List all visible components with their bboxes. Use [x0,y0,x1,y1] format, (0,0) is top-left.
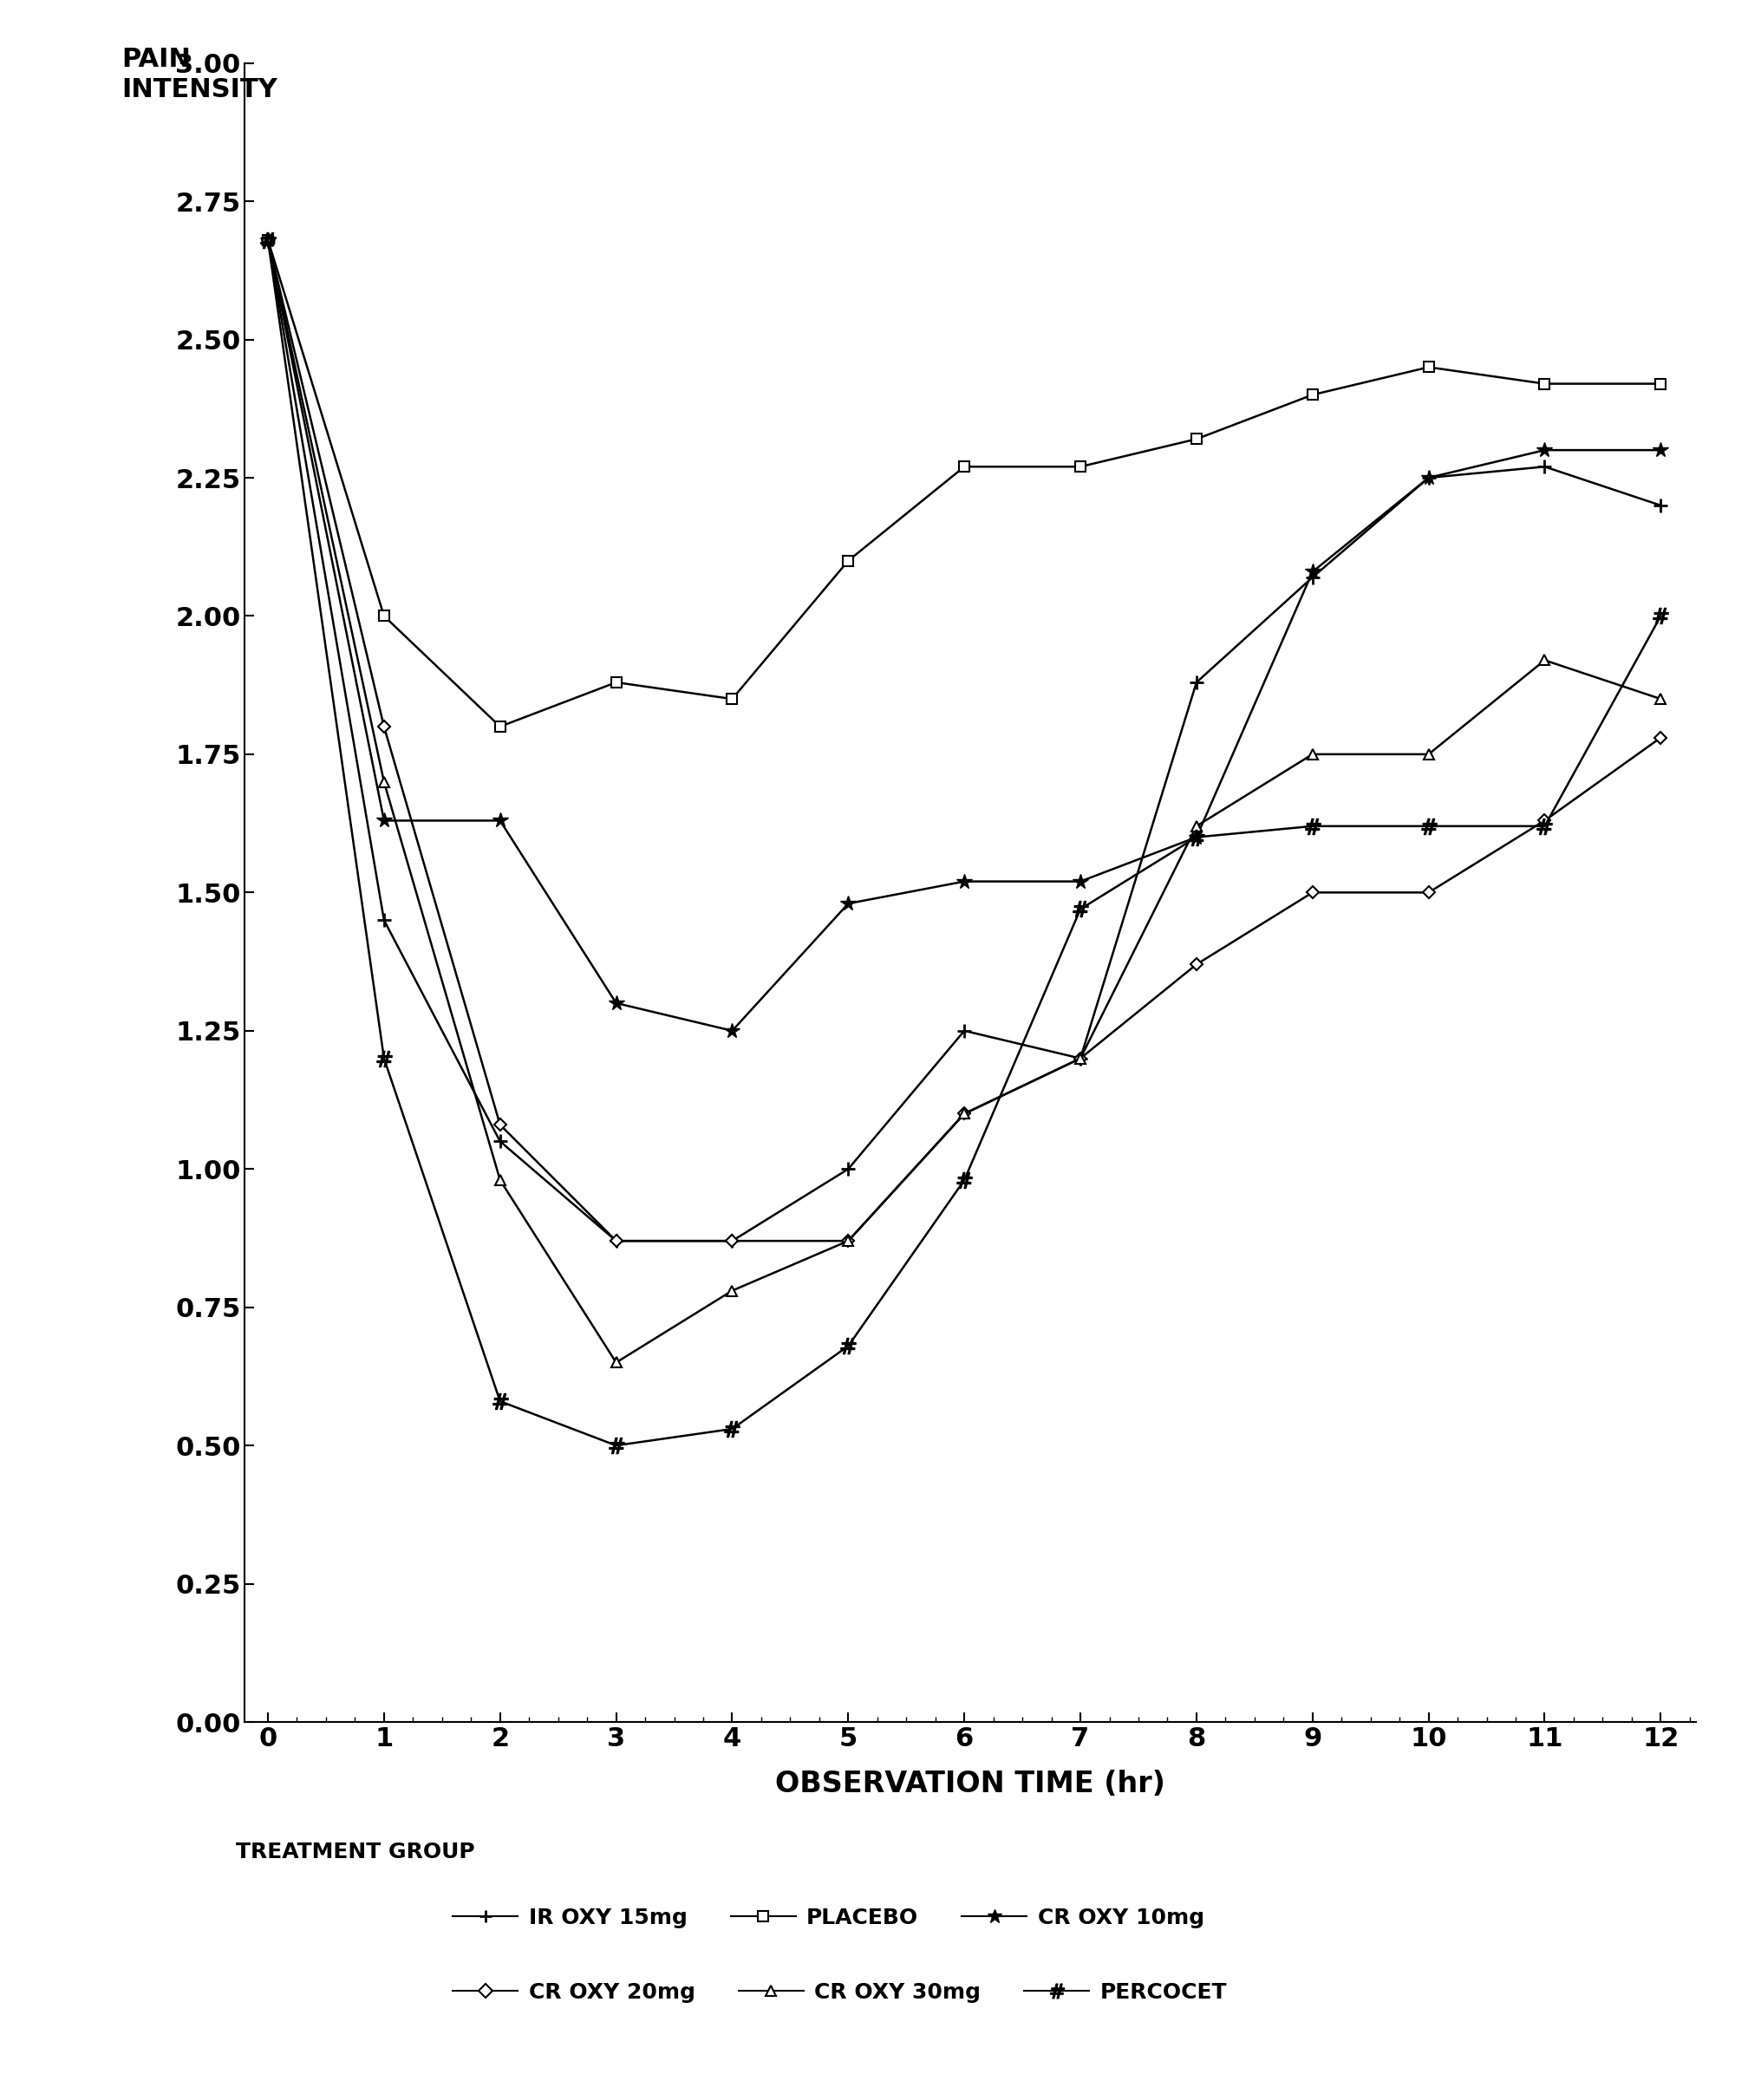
CR OXY 10mg [1535,437,1556,462]
IR OXY 15mg [374,907,395,932]
IR OXY 15mg [1650,493,1671,519]
PLACEBO [1418,355,1439,380]
CR OXY 20mg [1535,808,1556,834]
Line: PLACEBO: PLACEBO [262,235,1666,733]
Line: PERCOCET: PERCOCET [260,233,1669,1453]
Text: PAIN
INTENSITY: PAIN INTENSITY [121,46,278,103]
CR OXY 20mg [605,1228,626,1254]
IR OXY 15mg [722,1228,743,1254]
PLACEBO [954,454,975,479]
Line: CR OXY 20mg: CR OXY 20mg [264,235,1664,1245]
CR OXY 20mg [257,227,278,252]
CR OXY 30mg [605,1350,626,1376]
PLACEBO [1535,372,1556,397]
CR OXY 10mg [489,808,510,834]
PERCOCET [489,1388,510,1413]
CR OXY 30mg [489,1168,510,1193]
CR OXY 20mg [1070,1046,1091,1071]
CR OXY 30mg [374,769,395,794]
PLACEBO [374,603,395,628]
PERCOCET [605,1432,626,1457]
CR OXY 10mg [722,1019,743,1044]
Line: IR OXY 15mg: IR OXY 15mg [260,233,1668,1247]
CR OXY 30mg [1302,741,1323,767]
CR OXY 10mg [605,991,626,1016]
IR OXY 15mg [837,1157,858,1182]
IR OXY 15mg [1302,565,1323,590]
PERCOCET [1650,603,1671,628]
CR OXY 30mg [1185,813,1206,838]
PLACEBO [1070,454,1091,479]
PERCOCET [1418,813,1439,838]
IR OXY 15mg [1070,1046,1091,1071]
IR OXY 15mg [1535,454,1556,479]
CR OXY 30mg [1535,647,1556,672]
CR OXY 30mg [954,1100,975,1126]
CR OXY 10mg [1302,559,1323,584]
PLACEBO [489,714,510,739]
X-axis label: OBSERVATION TIME (hr): OBSERVATION TIME (hr) [774,1770,1166,1798]
Legend: CR OXY 20mg, CR OXY 30mg, PERCOCET: CR OXY 20mg, CR OXY 30mg, PERCOCET [444,1974,1236,2012]
CR OXY 30mg [837,1228,858,1254]
CR OXY 20mg [954,1100,975,1126]
IR OXY 15mg [257,227,278,252]
PLACEBO [1185,426,1206,452]
CR OXY 20mg [489,1113,510,1138]
PERCOCET [374,1046,395,1071]
CR OXY 30mg [1070,1046,1091,1071]
PLACEBO [605,670,626,695]
IR OXY 15mg [605,1228,626,1254]
CR OXY 10mg [1185,825,1206,851]
PLACEBO [837,548,858,573]
PERCOCET [257,227,278,252]
CR OXY 20mg [837,1228,858,1254]
CR OXY 10mg [374,808,395,834]
PLACEBO [1650,372,1671,397]
CR OXY 20mg [374,714,395,739]
Text: TREATMENT GROUP: TREATMENT GROUP [236,1842,475,1863]
CR OXY 30mg [257,227,278,252]
PLACEBO [1302,382,1323,407]
CR OXY 10mg [1418,466,1439,491]
PLACEBO [257,227,278,252]
CR OXY 30mg [1418,741,1439,767]
PERCOCET [1535,813,1556,838]
IR OXY 15mg [1418,466,1439,491]
PERCOCET [1070,897,1091,922]
CR OXY 10mg [257,227,278,252]
CR OXY 30mg [722,1279,743,1304]
CR OXY 10mg [1070,869,1091,895]
PERCOCET [954,1168,975,1193]
CR OXY 10mg [837,890,858,916]
CR OXY 20mg [1418,880,1439,905]
PERCOCET [837,1334,858,1359]
IR OXY 15mg [1185,670,1206,695]
CR OXY 20mg [722,1228,743,1254]
PERCOCET [1302,813,1323,838]
PERCOCET [1185,825,1206,851]
CR OXY 20mg [1185,951,1206,976]
CR OXY 30mg [1650,687,1671,712]
Line: CR OXY 30mg: CR OXY 30mg [262,235,1666,1367]
CR OXY 10mg [954,869,975,895]
CR OXY 20mg [1302,880,1323,905]
CR OXY 10mg [1650,437,1671,462]
Line: CR OXY 10mg: CR OXY 10mg [260,233,1669,1040]
CR OXY 20mg [1650,724,1671,750]
IR OXY 15mg [954,1019,975,1044]
IR OXY 15mg [489,1130,510,1155]
PLACEBO [722,687,743,712]
PERCOCET [722,1415,743,1441]
